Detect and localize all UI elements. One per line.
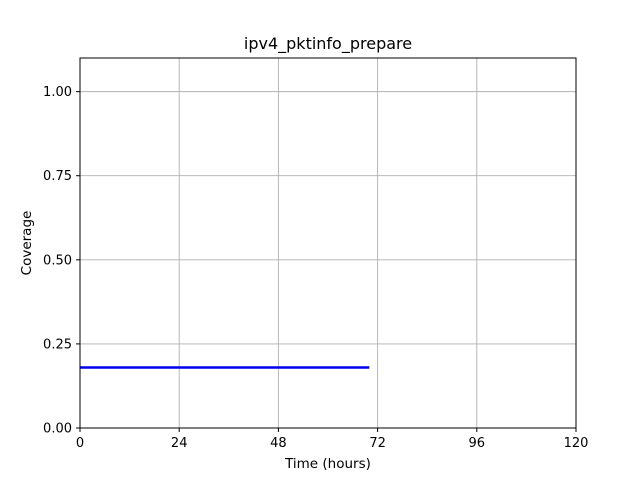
chart-title: ipv4_pktinfo_prepare: [244, 34, 412, 54]
x-tick-label: 0: [76, 436, 84, 451]
x-tick-label: 72: [369, 436, 386, 451]
x-tick-label: 48: [270, 436, 287, 451]
y-tick-label: 0.50: [43, 253, 72, 268]
y-tick-label: 0.00: [43, 422, 72, 437]
axis-ticks: 0 24 48 72 96 120 0.00 0.25 0.50 0.75 1.00: [43, 85, 588, 451]
y-tick-label: 0.25: [43, 337, 72, 352]
x-tick-label: 24: [171, 436, 188, 451]
x-tick-label: 96: [469, 436, 486, 451]
x-axis-label: Time (hours): [284, 456, 371, 472]
plot-frame: [79, 57, 577, 429]
y-tick-label: 0.75: [43, 169, 72, 184]
y-tick-label: 1.00: [43, 85, 72, 100]
y-axis-label: Coverage: [19, 211, 35, 276]
x-tick-label: 120: [564, 436, 589, 451]
